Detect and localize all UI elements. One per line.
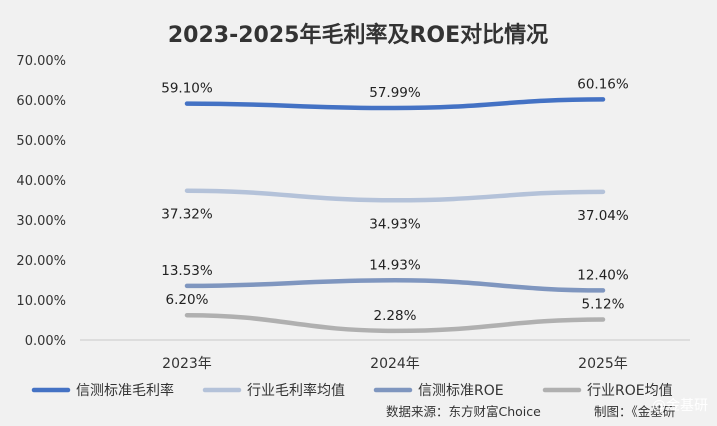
y-tick-label: 40.00%: [16, 174, 66, 189]
y-tick-label: 20.00%: [16, 254, 66, 269]
y-tick-label: 70.00%: [16, 54, 66, 69]
y-tick-label: 60.00%: [16, 94, 66, 109]
data-label: 14.93%: [369, 257, 421, 273]
series-line-4: [184, 312, 606, 334]
series-line-3: [184, 278, 606, 293]
data-label: 57.99%: [369, 85, 421, 101]
x-tick-label: 2023年: [162, 356, 212, 372]
series-line-2: [184, 188, 606, 203]
data-label: 34.93%: [369, 216, 421, 232]
y-tick-label: 50.00%: [16, 134, 66, 149]
data-label: 2.28%: [374, 308, 417, 324]
x-tick-label: 2024年: [370, 356, 420, 372]
data-label: 12.40%: [577, 267, 629, 283]
legend-label: 信测标准ROE: [418, 383, 504, 399]
y-tick-label: 10.00%: [16, 294, 66, 309]
legend-label: 行业毛利率均值: [247, 382, 345, 399]
series-lines: [184, 97, 606, 334]
x-tick-label: 2025年: [578, 356, 628, 372]
y-axis: 0.00% 10.00% 20.00% 30.00% 40.00% 50.00% 60.00…: [16, 54, 66, 349]
chart-title: 2023-2025年毛利率及ROE对比情况: [168, 22, 548, 48]
legend-label: 信测标准毛利率: [76, 382, 174, 399]
watermark: @金基研: [652, 397, 708, 414]
legend: 信测标准毛利率 行业毛利率均值 信测标准ROE 行业ROE均值: [31, 382, 673, 399]
y-tick-label: 0.00%: [25, 334, 66, 349]
data-labels: 59.10% 57.99% 60.16% 37.32% 34.93% 37.04% 13.5…: [161, 76, 629, 324]
x-axis: 2023年 2024年 2025年: [162, 356, 628, 372]
legend-label: 行业ROE均值: [587, 383, 673, 399]
data-label: 5.12%: [582, 297, 625, 313]
data-label: 60.16%: [577, 76, 629, 92]
source-note: 数据来源：东方财富Choice: [386, 404, 541, 419]
made-by-note: 制图：《金基研: [594, 404, 675, 419]
data-label: 6.20%: [166, 292, 209, 308]
data-label: 37.32%: [161, 207, 213, 223]
series-line-1: [184, 97, 606, 111]
data-label: 59.10%: [161, 81, 213, 97]
data-label: 13.53%: [161, 263, 213, 279]
data-label: 37.04%: [577, 208, 629, 224]
y-tick-label: 30.00%: [16, 214, 66, 229]
